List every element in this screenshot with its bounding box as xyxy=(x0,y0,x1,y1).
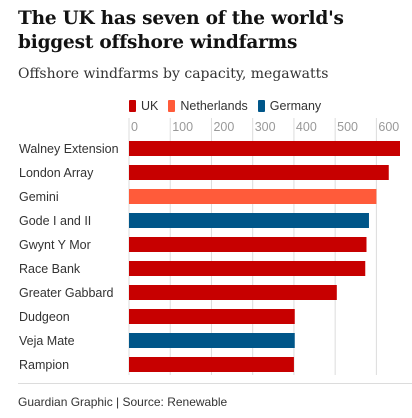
legend-swatch-germany xyxy=(257,100,265,112)
bar xyxy=(129,309,295,324)
category-label: Greater Gabbard xyxy=(19,286,114,300)
legend-label-uk: UK xyxy=(141,99,159,113)
bar xyxy=(129,285,337,300)
bar xyxy=(129,189,377,204)
category-label: Gode I and II xyxy=(19,214,91,228)
category-label: Dudgeon xyxy=(19,310,70,324)
category-label: Veja Mate xyxy=(19,334,75,348)
category-label: Race Bank xyxy=(19,262,81,276)
x-tick-label: 0 xyxy=(131,120,138,134)
source-note: Guardian Graphic | Source: Renewable xyxy=(18,395,228,409)
category-label: Walney Extension xyxy=(19,142,119,156)
category-label: Gemini xyxy=(19,190,59,204)
x-tick-label: 100 xyxy=(172,120,193,134)
x-tick-label: 300 xyxy=(255,120,276,134)
legend-item-netherlands: Netherlands xyxy=(168,99,248,113)
category-label: Gwynt Y Mor xyxy=(19,238,91,252)
x-tick-label: 600 xyxy=(378,120,399,134)
bar xyxy=(129,165,389,180)
legend-swatch-uk xyxy=(129,100,136,112)
bar xyxy=(129,141,400,156)
bar xyxy=(129,357,294,372)
x-tick-label: 500 xyxy=(337,120,358,134)
legend-label-netherlands: Netherlands xyxy=(180,99,248,113)
legend-item-uk: UK xyxy=(129,99,158,113)
x-tick-label: 200 xyxy=(213,120,234,134)
legend: UK Netherlands Germany xyxy=(129,98,331,114)
bar xyxy=(129,261,366,276)
bar xyxy=(129,213,369,228)
x-tick-label: 400 xyxy=(296,120,317,134)
divider xyxy=(18,383,412,384)
legend-item-germany: Germany xyxy=(257,99,322,113)
legend-swatch-netherlands xyxy=(168,100,176,112)
category-label: Rampion xyxy=(19,358,69,372)
chart-subtitle: Offshore windfarms by capacity, megawatt… xyxy=(18,66,329,82)
category-label: London Array xyxy=(19,166,94,180)
bar xyxy=(129,333,295,348)
chart-title: The UK has seven of the world's biggest … xyxy=(18,8,344,53)
bar xyxy=(129,237,367,252)
legend-label-germany: Germany xyxy=(269,99,322,113)
